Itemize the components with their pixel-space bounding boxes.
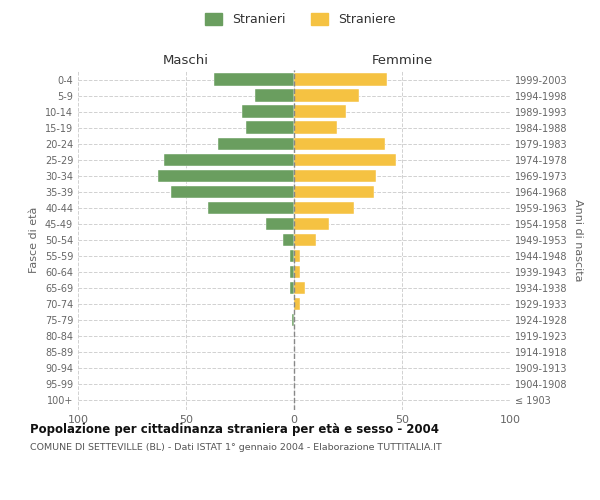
Bar [171, 186, 294, 198]
Bar [294, 170, 376, 182]
Bar [294, 74, 387, 86]
Bar [158, 170, 294, 182]
Text: Maschi: Maschi [163, 54, 209, 68]
Y-axis label: Fasce di età: Fasce di età [29, 207, 39, 273]
Bar [294, 266, 301, 278]
Bar [294, 234, 316, 246]
Bar [294, 186, 374, 198]
Bar [255, 90, 294, 102]
Bar [164, 154, 294, 166]
Bar [266, 218, 294, 230]
Bar [294, 202, 355, 214]
Bar [214, 74, 294, 86]
Bar [290, 250, 294, 262]
Text: Femmine: Femmine [371, 54, 433, 68]
Bar [294, 282, 305, 294]
Text: Popolazione per cittadinanza straniera per età e sesso - 2004: Popolazione per cittadinanza straniera p… [30, 422, 439, 436]
Y-axis label: Anni di nascita: Anni di nascita [573, 198, 583, 281]
Bar [294, 138, 385, 150]
Text: COMUNE DI SETTEVILLE (BL) - Dati ISTAT 1° gennaio 2004 - Elaborazione TUTTITALIA: COMUNE DI SETTEVILLE (BL) - Dati ISTAT 1… [30, 442, 442, 452]
Bar [294, 90, 359, 102]
Bar [294, 218, 329, 230]
Bar [292, 314, 294, 326]
Bar [242, 106, 294, 118]
Bar [290, 282, 294, 294]
Bar [218, 138, 294, 150]
Bar [294, 122, 337, 134]
Bar [294, 250, 301, 262]
Bar [208, 202, 294, 214]
Legend: Stranieri, Straniere: Stranieri, Straniere [201, 8, 399, 29]
Bar [294, 106, 346, 118]
Bar [294, 298, 301, 310]
Bar [294, 154, 395, 166]
Bar [283, 234, 294, 246]
Bar [247, 122, 294, 134]
Bar [290, 266, 294, 278]
